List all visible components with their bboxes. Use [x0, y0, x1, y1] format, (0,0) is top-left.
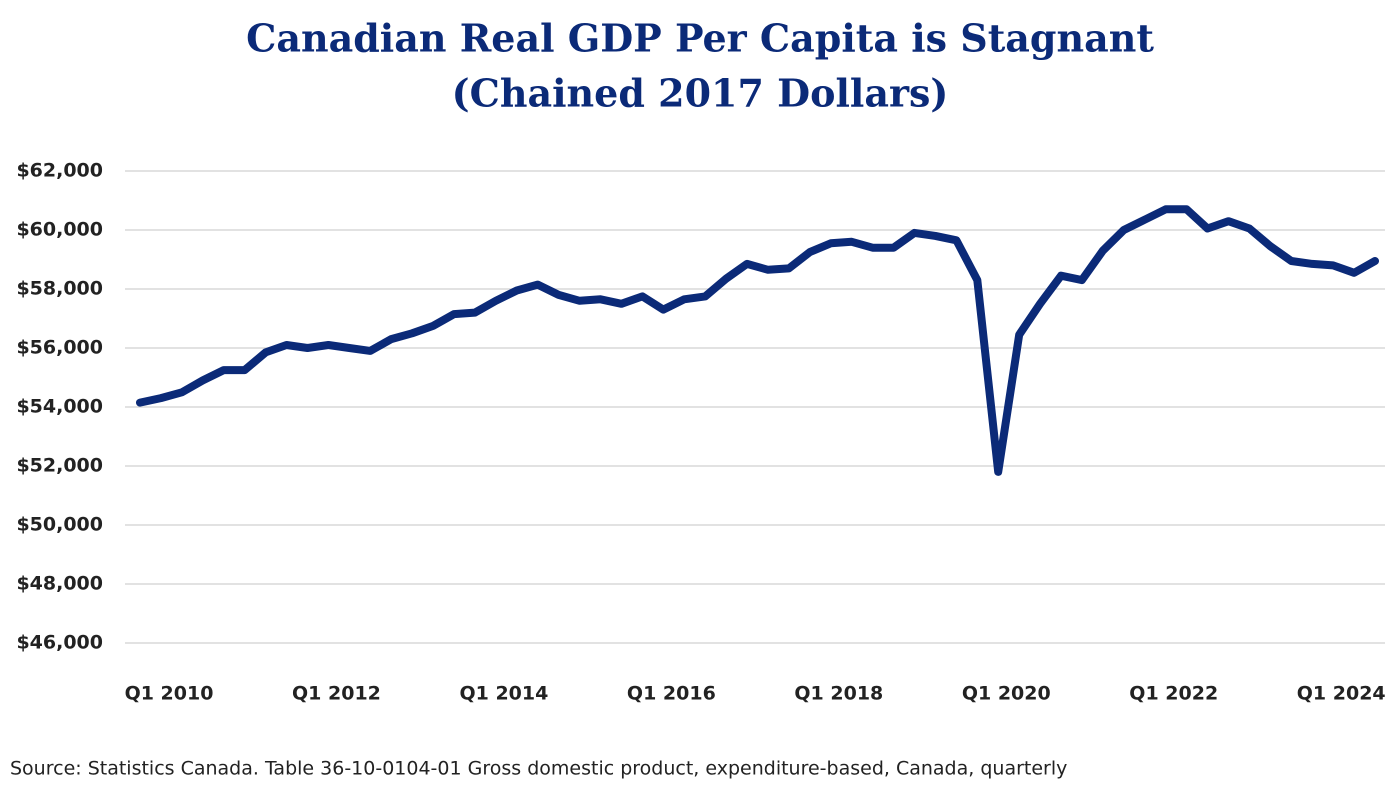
data-line: [136, 205, 1379, 476]
chart-subtitle: (Chained 2017 Dollars): [452, 71, 949, 116]
y-tick-label: $52,000: [16, 455, 103, 477]
y-tick-label: $54,000: [16, 396, 103, 418]
source-note: Source: Statistics Canada. Table 36-10-0…: [10, 758, 1067, 780]
y-tick-label: $48,000: [16, 573, 103, 595]
x-tick-label: Q1 2022: [1129, 683, 1218, 705]
x-tick-label: Q1 2018: [794, 683, 883, 705]
y-tick-label: $56,000: [16, 337, 103, 359]
x-tick-label: Q1 2010: [125, 683, 214, 705]
chart-title: Canadian Real GDP Per Capita is Stagnant: [246, 16, 1154, 61]
y-tick-label: $62,000: [16, 160, 103, 182]
y-tick-label: $60,000: [16, 219, 103, 241]
x-tick-label: Q1 2020: [962, 683, 1051, 705]
y-tick-label: $58,000: [16, 278, 103, 300]
x-tick-label: Q1 2012: [292, 683, 381, 705]
x-tick-label: Q1 2014: [459, 683, 548, 705]
x-tick-label: Q1 2024: [1297, 683, 1386, 705]
x-tick-label: Q1 2016: [627, 683, 716, 705]
y-tick-label: $46,000: [16, 632, 103, 654]
y-tick-label: $50,000: [16, 514, 103, 536]
